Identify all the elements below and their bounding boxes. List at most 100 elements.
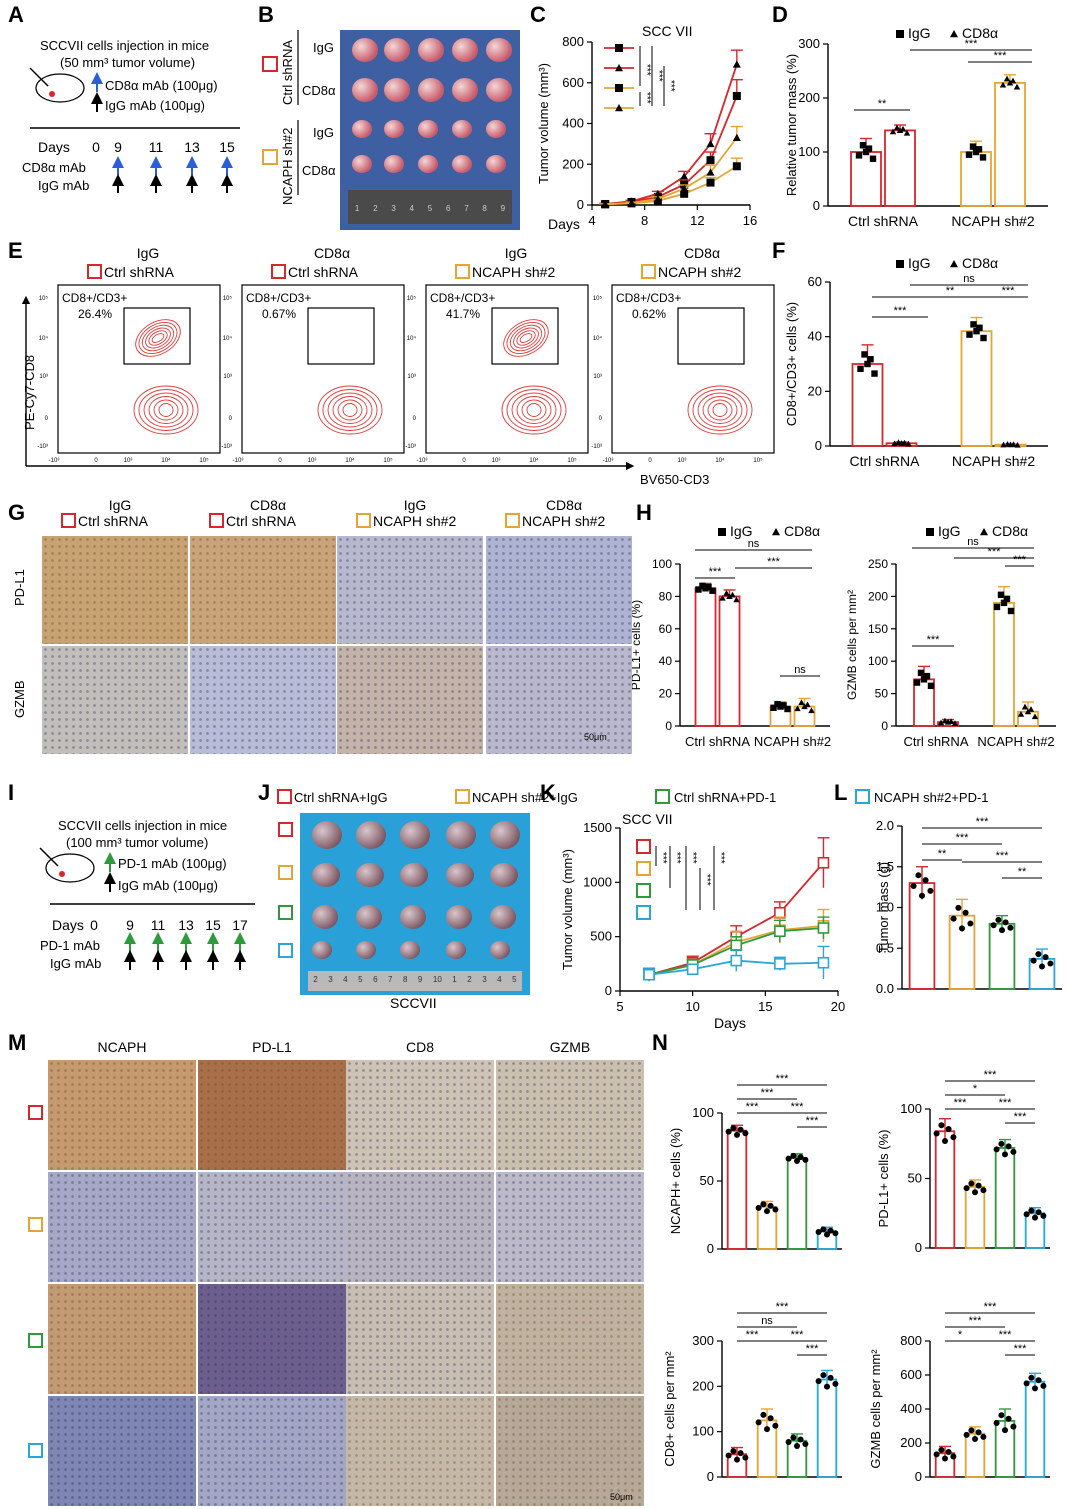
panel-j-row-markers xyxy=(278,822,293,958)
data-point xyxy=(1007,607,1015,615)
ruler-number: 5 xyxy=(427,204,433,213)
ruler-number: 4 xyxy=(497,975,502,984)
data-point xyxy=(1010,1423,1017,1430)
chart-d-relative-mass: 0 100 200 300 Relative tumor mass (%) Ctrl sh… xyxy=(784,25,1048,229)
legend-g1: Ctrl shRNA+IgG xyxy=(294,790,388,805)
panel-g-row2: GZMB xyxy=(12,680,27,718)
significance-label: * xyxy=(958,1329,963,1341)
data-point xyxy=(963,1431,970,1438)
data-point xyxy=(1009,77,1017,84)
data-point xyxy=(730,1125,737,1132)
data-point xyxy=(653,194,662,203)
data-point xyxy=(962,909,969,916)
data-point xyxy=(784,705,791,713)
data-point xyxy=(973,328,980,335)
panel-e-header-group: NCAPH sh#2 xyxy=(472,264,555,280)
tumor-specimen xyxy=(384,155,404,173)
contour-line xyxy=(506,389,562,431)
ihc-image xyxy=(198,1396,346,1506)
data-point xyxy=(998,1140,1005,1147)
significance-label: *** xyxy=(767,556,781,568)
ihc-image xyxy=(48,1172,196,1282)
x-tick-label: 5 xyxy=(616,999,623,1014)
legend-label: IgG xyxy=(908,255,931,271)
data-point xyxy=(737,1126,744,1133)
y-tick-label: 0 xyxy=(605,983,612,998)
data-point xyxy=(790,1152,797,1159)
panel-e-header-group: Ctrl shRNA xyxy=(104,264,175,280)
data-point xyxy=(1032,1214,1038,1221)
significance-label: *** xyxy=(791,1101,805,1113)
data-point xyxy=(938,1446,945,1453)
data-point xyxy=(706,156,715,165)
tumor-specimen xyxy=(312,941,332,959)
flow-plot-frame xyxy=(57,284,221,454)
tumor-specimen xyxy=(446,863,474,887)
group-legend: Ctrl shRNA+IgG NCAPH sh#2+IgG Ctrl shRNA… xyxy=(277,789,989,805)
data-point xyxy=(802,1156,809,1163)
data-point xyxy=(999,927,1005,934)
bar xyxy=(726,1129,748,1250)
ruler-number: 3 xyxy=(482,975,487,984)
y-tick-label: 1000 xyxy=(583,874,612,889)
y-tick-label: 200 xyxy=(798,90,820,105)
y-axis-label: PD-L1+ cells (%) xyxy=(629,600,643,690)
y-tick-label: 100 xyxy=(692,1424,714,1439)
data-point xyxy=(615,104,623,112)
data-point xyxy=(864,360,871,368)
data-point xyxy=(725,1452,732,1459)
flow-x-tick: 0 xyxy=(648,458,652,464)
data-point xyxy=(774,925,786,938)
data-point xyxy=(772,1206,779,1213)
legend-label: CD8α xyxy=(992,523,1028,539)
data-point xyxy=(980,528,988,536)
data-point xyxy=(1027,706,1035,712)
data-point xyxy=(1002,1151,1008,1158)
y-tick-label: 200 xyxy=(692,1378,714,1393)
flow-x-tick: 10⁵ xyxy=(753,457,763,464)
y-tick-label: 0 xyxy=(815,438,822,453)
legend-ncaph-square xyxy=(262,149,278,165)
tumor-specimen xyxy=(312,821,342,849)
legend-marker xyxy=(636,905,651,920)
ruler-number: 2 xyxy=(467,975,472,984)
significance-label: ns xyxy=(794,664,806,676)
y-axis-label: Tumor volume (mm³) xyxy=(560,849,575,970)
data-point xyxy=(966,331,973,338)
tumor-specimen xyxy=(486,120,506,138)
tumor-specimen xyxy=(486,155,506,173)
panel-label-L: L xyxy=(834,780,847,805)
panel-g-header-group: Ctrl shRNA xyxy=(78,513,149,529)
contour-line xyxy=(158,403,174,417)
data-point xyxy=(802,1440,809,1447)
data-point xyxy=(706,139,715,148)
panel-i-day-9: 9 xyxy=(126,917,134,933)
data-point xyxy=(920,676,928,683)
chart-k-tumor-volume: 0 500 1000 1500 Tumor volume (mm³) 5 10 15 20 Day… xyxy=(560,811,845,1031)
contour-line xyxy=(141,324,175,352)
panel-a-days-label: Days xyxy=(38,139,70,155)
significance-label: *** xyxy=(687,852,698,864)
data-point xyxy=(1040,1212,1047,1219)
y-tick-label: 300 xyxy=(692,1333,714,1348)
x-tick-label: 8 xyxy=(641,213,648,228)
significance-label: *** xyxy=(976,816,990,828)
contour-line xyxy=(145,327,171,349)
data-point xyxy=(942,1455,948,1462)
bar xyxy=(993,601,1015,727)
panel-e-x-axis: BV650-CD3 xyxy=(640,472,709,487)
contour-line xyxy=(521,399,547,421)
significance-label: *** xyxy=(776,1301,790,1313)
gate-percent: 41.7% xyxy=(446,307,480,321)
legend-label: IgG xyxy=(908,25,931,41)
panel-label-I: I xyxy=(8,780,14,805)
ihc-image xyxy=(346,1060,494,1170)
data-point xyxy=(742,1454,749,1461)
data-point xyxy=(919,892,925,899)
panel-b-group1: Ctrl shRNA xyxy=(280,40,295,105)
tumor-specimen xyxy=(486,78,512,102)
panel-j-caption: SCCVII xyxy=(390,995,437,1011)
legend-g4: NCAPH sh#2+PD-1 xyxy=(874,790,989,805)
data-point xyxy=(723,589,730,596)
